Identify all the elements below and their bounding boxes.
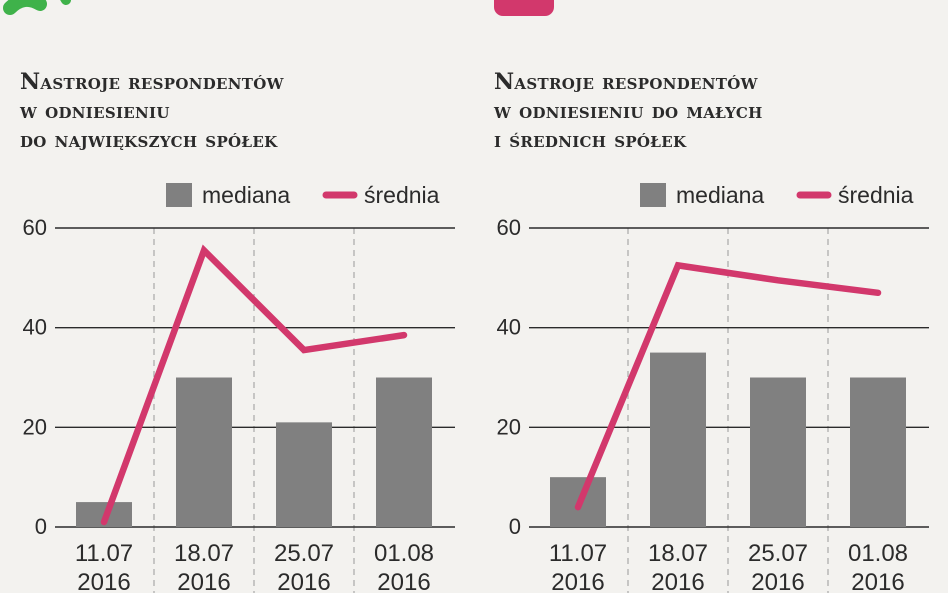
chart-title-line: do największych spółek [20, 127, 278, 153]
y-tick-label: 40 [497, 315, 521, 340]
y-tick-label: 0 [509, 514, 521, 539]
bar-mediana [650, 352, 706, 527]
x-category-label-date: 25.07 [748, 540, 808, 567]
bar-mediana [276, 422, 332, 527]
chart-title-line: Nastroje respondentów [20, 69, 284, 95]
x-category-label-year: 2016 [751, 569, 804, 593]
x-category-label-date: 18.07 [174, 540, 234, 567]
chart-title-line: Nastroje respondentów [494, 69, 758, 95]
chart-title: Nastroje respondentów w odniesieniu do m… [494, 68, 763, 155]
y-tick-label: 60 [23, 215, 47, 240]
legend-bar-swatch [640, 183, 666, 207]
x-category-label-date: 11.07 [75, 540, 133, 567]
chart-panel-small-medium-companies: Nastroje respondentów w odniesieniu do m… [474, 0, 948, 593]
y-tick-label: 20 [23, 414, 47, 439]
legend-label-mediana: mediana [676, 182, 764, 208]
x-category-label-date: 01.08 [848, 540, 908, 567]
chart-panel-large-companies: Nastroje respondentów w odniesieniu do n… [20, 68, 455, 593]
x-category-label-year: 2016 [851, 569, 904, 593]
y-tick-label: 20 [497, 414, 521, 439]
x-category-label-date: 25.07 [274, 540, 334, 567]
bar-mediana [376, 377, 432, 527]
green-accent-shape [3, 0, 71, 15]
x-category-label-year: 2016 [177, 569, 230, 593]
bar-mediana [850, 377, 906, 527]
x-category-label-year: 2016 [651, 569, 704, 593]
x-category-label-date: 11.07 [549, 540, 607, 567]
bar-line-chart: mediana średnia020406011.07201618.0720162… [23, 182, 455, 593]
x-category-label-year: 2016 [551, 569, 604, 593]
bar-mediana [750, 377, 806, 527]
x-category-label-date: 01.08 [374, 540, 434, 567]
legend-label-mediana: mediana [202, 182, 290, 208]
legend-bar-swatch [166, 183, 192, 207]
line-srednia [100, 244, 408, 526]
x-category-label-year: 2016 [77, 569, 130, 593]
y-tick-label: 60 [497, 215, 521, 240]
chart-title-line: i średnich spółek [494, 127, 687, 153]
legend-label-srednia: średnia [364, 182, 440, 208]
pink-accent-shape [494, 0, 554, 16]
chart-title-line: w odniesieniu do małych [494, 98, 763, 124]
y-tick-label: 40 [23, 315, 47, 340]
chart-title: Nastroje respondentów w odniesieniu do n… [20, 68, 284, 155]
chart-title-line: w odniesieniu [20, 98, 170, 124]
bar-mediana [176, 377, 232, 527]
x-category-label-year: 2016 [277, 569, 330, 593]
line-srednia [574, 261, 882, 511]
bar-line-chart: mediana średnia020406011.07201618.0720162… [497, 182, 929, 593]
legend-label-srednia: średnia [838, 182, 914, 208]
x-category-label-date: 18.07 [648, 540, 708, 567]
x-category-label-year: 2016 [377, 569, 430, 593]
y-tick-label: 0 [35, 514, 47, 539]
